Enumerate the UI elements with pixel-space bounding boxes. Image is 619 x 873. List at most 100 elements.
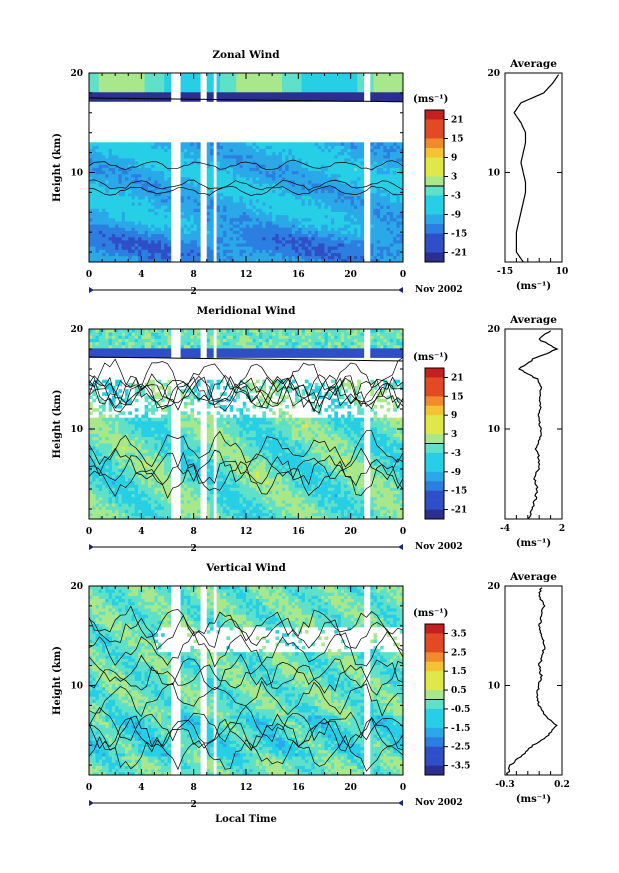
heatmap-cell [298, 98, 302, 102]
heatmap-cell [255, 195, 260, 200]
heatmap-cell [124, 344, 129, 349]
heatmap-cell [89, 202, 93, 206]
heatmap-cell [344, 192, 348, 197]
heatmap-cell [370, 239, 374, 244]
heatmap-cell [331, 236, 335, 241]
heatmap-cell [262, 243, 267, 247]
heatmap-cell [115, 199, 119, 203]
heatmap-cell [108, 474, 113, 479]
heatmap-cell [95, 180, 100, 184]
heatmap-cell [89, 151, 93, 156]
heatmap-cell [128, 335, 132, 339]
heatmap-cell [89, 195, 93, 200]
heatmap-cell [193, 95, 198, 99]
heatmap-cell [108, 512, 113, 517]
heatmap-cell [301, 148, 306, 153]
heatmap-cell [115, 170, 119, 175]
heatmap-cell [337, 82, 342, 86]
heatmap-cell [373, 95, 378, 99]
heatmap-cell [134, 430, 139, 434]
heatmap-cell [210, 85, 214, 90]
heatmap-cell [301, 98, 306, 102]
heatmap-cell [98, 255, 103, 260]
heatmap-cell [138, 512, 142, 517]
heatmap-cell [337, 205, 342, 209]
heatmap-cell [89, 148, 93, 153]
heatmap-cell [118, 214, 123, 219]
heatmap-cell [311, 233, 316, 238]
heatmap-cell [311, 91, 316, 96]
date-axis-arrow-left [89, 287, 94, 293]
heatmap-cell [138, 82, 142, 86]
heatmap-cell [187, 88, 191, 93]
heatmap-cell [272, 161, 276, 165]
heatmap-cell [111, 481, 116, 485]
heatmap-cell [285, 79, 289, 83]
heatmap-cell [291, 85, 296, 90]
heatmap-cell [288, 249, 293, 253]
heatmap-cell [376, 189, 381, 194]
heatmap-cell [275, 205, 280, 209]
heatmap-cell [108, 236, 113, 241]
heatmap-cell [187, 180, 191, 184]
heatmap-cell [246, 243, 250, 247]
heatmap-cell [111, 468, 116, 472]
heatmap-cell [147, 208, 152, 212]
heatmap-cell [389, 88, 394, 93]
heatmap-cell [121, 145, 126, 149]
heatmap-cell [304, 151, 309, 156]
heatmap-cell [219, 148, 224, 153]
heatmap-cell [321, 183, 325, 187]
heatmap-cell [399, 186, 404, 190]
heatmap-cell [128, 164, 132, 168]
heatmap-cell [105, 344, 110, 349]
heatmap-cell [255, 205, 260, 209]
heatmap-cell [118, 151, 123, 156]
heatmap-cell [229, 161, 234, 165]
heatmap-cell [98, 252, 103, 257]
heatmap-cell [350, 255, 355, 260]
heatmap-cell [383, 249, 388, 253]
heatmap-cell [180, 183, 185, 187]
heatmap-cell [121, 164, 126, 168]
heatmap-cell [102, 167, 106, 172]
heatmap-cell [236, 233, 240, 238]
heatmap-cell [157, 151, 162, 156]
heatmap-cell [308, 167, 312, 172]
heatmap-cell [98, 477, 103, 482]
heatmap-cell [108, 211, 113, 216]
heatmap-cell [108, 214, 113, 219]
heatmap-cell [249, 224, 253, 228]
heatmap-cell [344, 221, 348, 225]
heatmap-cell [314, 148, 319, 153]
heatmap-cell [281, 192, 286, 197]
heatmap-cell [128, 236, 132, 241]
heatmap-cell [131, 382, 136, 387]
heatmap-cell [383, 221, 388, 225]
heatmap-cell [89, 255, 93, 260]
heatmap-cell [370, 243, 374, 247]
heatmap-cell [314, 239, 319, 244]
heatmap-cell [121, 496, 126, 501]
heatmap-cell [98, 189, 103, 194]
heatmap-cell [121, 458, 126, 463]
heatmap-cell [344, 76, 348, 80]
heatmap-cell [134, 236, 139, 241]
heatmap-cell [210, 233, 214, 238]
heatmap-cell [347, 233, 352, 238]
heatmap-cell [95, 208, 100, 212]
heatmap-cell [262, 192, 267, 197]
heatmap-cell [373, 164, 378, 168]
heatmap-cell [134, 493, 139, 498]
heatmap-cell [380, 158, 384, 162]
heatmap-cell [98, 455, 103, 460]
heatmap-cell [216, 246, 221, 250]
heatmap-cell [380, 214, 384, 219]
heatmap-cell [196, 180, 201, 184]
heatmap-cell [141, 91, 145, 96]
heatmap-cell [95, 176, 100, 181]
heatmap-cell [131, 255, 136, 260]
heatmap-cell [272, 85, 276, 90]
heatmap-cell [141, 236, 145, 241]
heatmap-cell [206, 167, 211, 172]
